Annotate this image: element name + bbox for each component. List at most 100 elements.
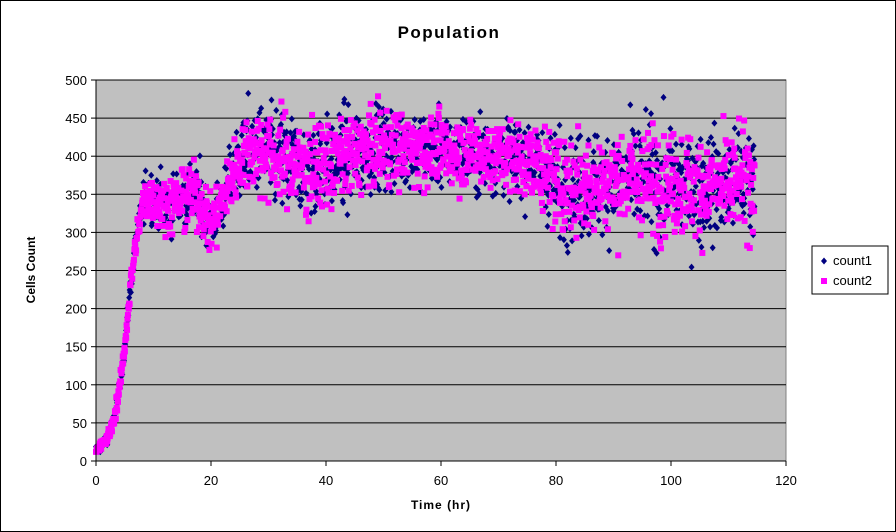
data-point-count2 — [556, 142, 563, 149]
data-point-count2 — [544, 176, 551, 183]
data-point-count2 — [149, 214, 156, 221]
data-point-count2 — [137, 213, 144, 220]
legend-label-count1: count1 — [833, 253, 872, 268]
data-point-count2 — [298, 172, 305, 179]
data-point-count1 — [539, 129, 546, 137]
data-point-count2 — [667, 156, 674, 163]
data-point-count2 — [223, 208, 230, 215]
data-point-count2 — [685, 167, 692, 174]
data-point-count2 — [190, 156, 197, 163]
data-point-count2 — [564, 173, 571, 180]
data-point-count2 — [751, 162, 758, 169]
data-point-count2 — [280, 114, 287, 121]
data-point-count1 — [279, 199, 286, 207]
data-point-count2 — [617, 198, 624, 205]
data-point-count2 — [167, 178, 174, 185]
data-point-count1 — [648, 218, 655, 226]
data-point-count2 — [127, 282, 134, 289]
data-point-count2 — [242, 138, 249, 145]
data-point-count2 — [321, 160, 328, 167]
data-point-count2 — [303, 211, 310, 218]
data-point-count2 — [305, 131, 312, 138]
data-point-count2 — [434, 149, 441, 156]
data-point-count2 — [474, 161, 481, 168]
data-point-count2 — [211, 200, 218, 207]
data-point-count2 — [638, 217, 645, 224]
data-point-count2 — [497, 158, 504, 165]
data-point-count1 — [745, 135, 752, 143]
data-point-count2 — [407, 132, 414, 139]
data-point-count1 — [705, 139, 712, 147]
data-point-count2 — [426, 151, 433, 158]
data-point-count2 — [124, 312, 131, 319]
data-point-count2 — [580, 184, 587, 191]
data-point-count1 — [288, 115, 295, 123]
data-point-count2 — [520, 179, 527, 186]
data-point-count2 — [123, 322, 130, 329]
data-point-count2 — [524, 161, 531, 168]
data-point-count2 — [660, 133, 667, 140]
data-point-count2 — [712, 196, 719, 203]
data-point-count2 — [244, 183, 251, 190]
data-point-count2 — [472, 137, 479, 144]
data-point-count1 — [298, 196, 305, 204]
data-point-count2 — [411, 184, 418, 191]
data-point-count2 — [561, 138, 568, 145]
data-point-count2 — [386, 182, 393, 189]
data-point-count2 — [155, 186, 162, 193]
data-point-count2 — [481, 156, 488, 163]
data-point-count2 — [738, 183, 745, 190]
data-point-count2 — [652, 198, 659, 205]
data-point-count2 — [527, 131, 534, 138]
data-point-count2 — [507, 188, 513, 195]
data-point-count2 — [602, 185, 609, 192]
data-point-count2 — [210, 208, 217, 215]
data-point-count2 — [662, 161, 669, 168]
data-point-count2 — [510, 159, 517, 166]
data-point-count2 — [610, 150, 617, 157]
data-point-count2 — [682, 193, 689, 200]
data-point-count2 — [695, 207, 702, 214]
data-point-count2 — [475, 129, 482, 136]
data-point-count2 — [368, 121, 375, 128]
data-point-count2 — [518, 153, 525, 160]
data-point-count1 — [375, 103, 382, 111]
data-point-count2 — [140, 211, 147, 218]
data-point-count2 — [526, 136, 533, 143]
data-point-count2 — [460, 139, 467, 146]
data-point-count2 — [208, 240, 215, 247]
data-point-count2 — [279, 147, 286, 154]
data-point-count2 — [148, 206, 155, 213]
data-point-count2 — [538, 199, 545, 206]
data-point-count2 — [125, 305, 132, 312]
x-tick-label: 60 — [434, 473, 448, 488]
data-point-count2 — [703, 212, 710, 219]
data-point-count2 — [250, 136, 257, 143]
data-point-count2 — [393, 170, 400, 177]
data-point-count2 — [645, 129, 651, 136]
data-point-count2 — [388, 131, 395, 138]
data-point-count2 — [378, 139, 385, 146]
data-point-count2 — [414, 170, 421, 177]
x-axis: 0 20 40 60 80 100 120 — [92, 460, 797, 488]
data-point-count2 — [377, 109, 384, 116]
data-point-count1 — [525, 123, 532, 131]
data-point-count2 — [495, 139, 502, 146]
data-point-count2 — [635, 161, 642, 168]
data-point-count2 — [689, 207, 696, 214]
data-point-count2 — [397, 140, 404, 147]
data-point-count1 — [531, 168, 538, 176]
data-point-count2 — [746, 245, 753, 252]
data-point-count2 — [421, 173, 428, 180]
data-point-count2 — [643, 161, 650, 168]
data-point-count2 — [749, 228, 756, 235]
data-point-count2 — [437, 137, 444, 144]
data-point-count2 — [629, 156, 636, 163]
data-point-count2 — [670, 131, 677, 138]
data-point-count1 — [153, 177, 160, 185]
data-point-count2 — [254, 118, 261, 125]
data-point-count1 — [561, 144, 568, 152]
data-point-count2 — [655, 173, 662, 180]
data-point-count1 — [388, 188, 395, 196]
data-point-count1 — [226, 143, 233, 151]
